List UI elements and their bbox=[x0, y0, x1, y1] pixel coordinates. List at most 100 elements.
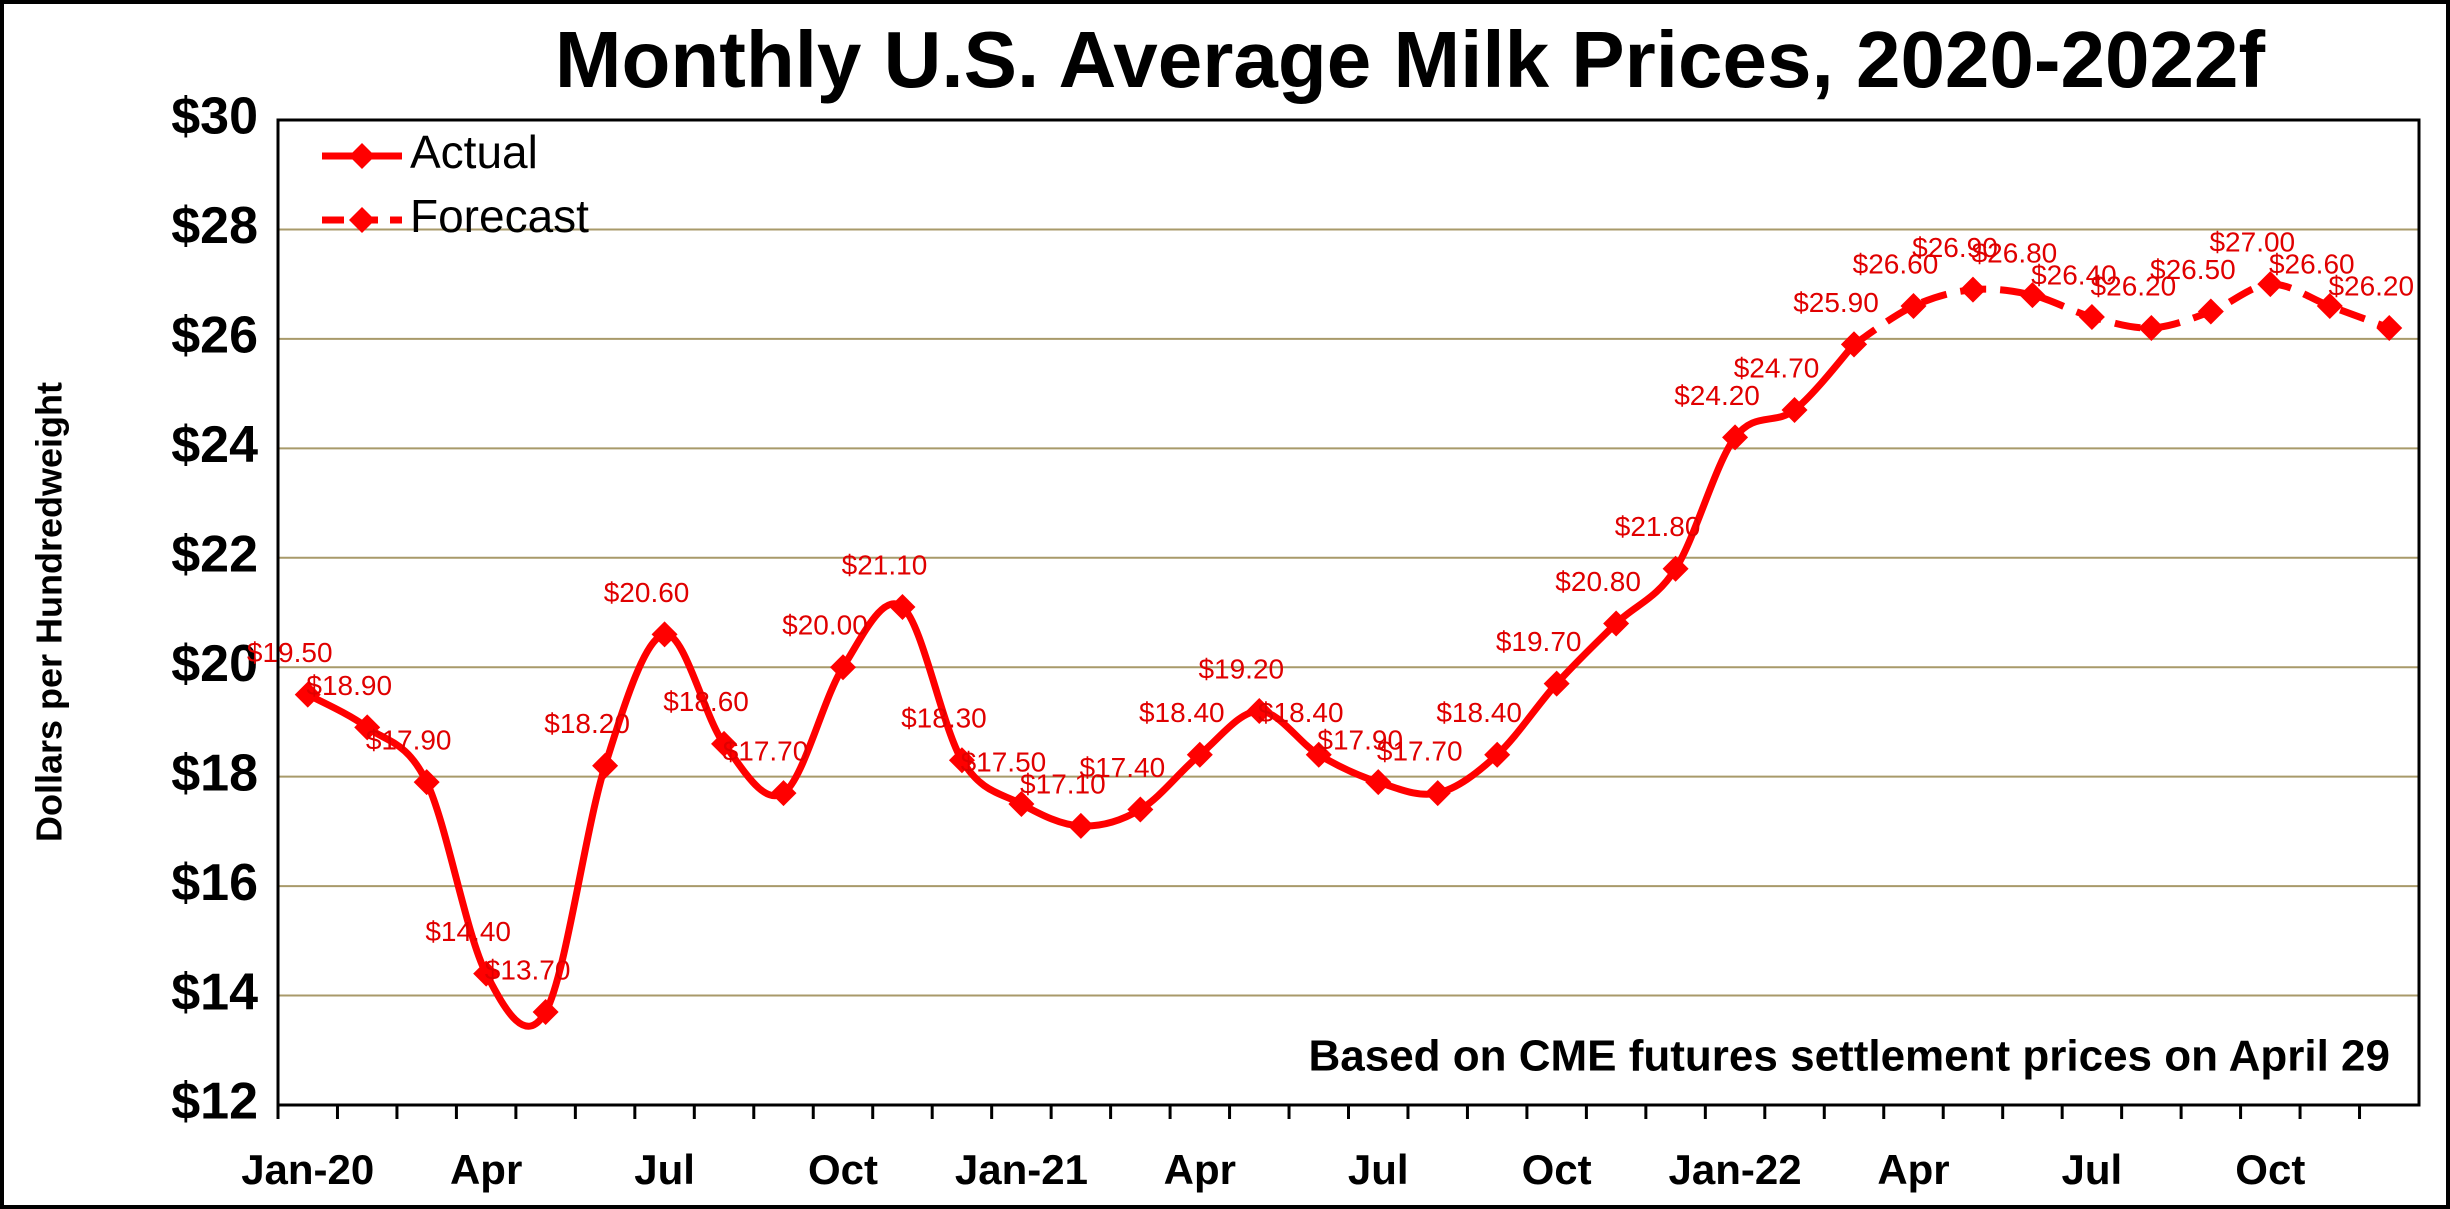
data-label: $17.90 bbox=[366, 725, 452, 756]
marker bbox=[1900, 293, 1927, 320]
data-label: $19.20 bbox=[1198, 653, 1284, 684]
marker bbox=[1008, 791, 1035, 818]
data-label: $26.60 bbox=[1853, 248, 1939, 279]
data-label: $21.80 bbox=[1615, 511, 1701, 542]
x-tick-label: Jul bbox=[2062, 1146, 2123, 1193]
marker bbox=[1722, 424, 1749, 451]
marker bbox=[2019, 282, 2046, 309]
data-label: $26.90 bbox=[1912, 232, 1998, 263]
data-label: $17.10 bbox=[1020, 768, 1106, 799]
data-label: $27.00 bbox=[2209, 227, 2295, 258]
marker bbox=[1662, 555, 1689, 582]
chart-title: Monthly U.S. Average Milk Prices, 2020-2… bbox=[555, 15, 2266, 104]
data-label: $25.90 bbox=[1793, 287, 1879, 318]
marker bbox=[1365, 769, 1392, 796]
x-tick-label: Jul bbox=[1348, 1146, 1409, 1193]
data-label: $18.40 bbox=[1139, 697, 1225, 728]
data-label: $17.70 bbox=[723, 735, 809, 766]
x-tick-label: Oct bbox=[808, 1146, 878, 1193]
marker bbox=[1067, 812, 1094, 839]
data-label: $20.80 bbox=[1555, 566, 1641, 597]
y-tick-label: $16 bbox=[171, 854, 258, 912]
marker bbox=[829, 654, 856, 681]
data-label: $24.20 bbox=[1674, 380, 1760, 411]
marker bbox=[2257, 271, 2284, 298]
marker bbox=[1841, 331, 1868, 358]
y-tick-label: $28 bbox=[171, 197, 258, 255]
data-label: $19.70 bbox=[1496, 626, 1582, 657]
marker bbox=[889, 594, 916, 621]
data-label: $26.20 bbox=[2328, 270, 2414, 301]
data-label: $26.80 bbox=[1972, 238, 2058, 269]
marker bbox=[1127, 796, 1154, 823]
marker bbox=[413, 769, 440, 796]
marker bbox=[1305, 741, 1332, 768]
y-axis-label: Dollars per Hundredweight bbox=[29, 382, 70, 842]
data-label: $26.50 bbox=[2150, 254, 2236, 285]
data-label: $17.70 bbox=[1377, 735, 1463, 766]
data-label: $20.60 bbox=[604, 577, 690, 608]
data-label: $18.20 bbox=[544, 708, 630, 739]
marker bbox=[1424, 780, 1451, 807]
x-tick-label: Jan-21 bbox=[955, 1146, 1088, 1193]
legend-marker bbox=[349, 207, 375, 233]
data-label: $18.40 bbox=[1436, 697, 1522, 728]
marker bbox=[1186, 741, 1213, 768]
data-label: $17.40 bbox=[1080, 752, 1166, 783]
marker bbox=[1246, 698, 1273, 724]
marker bbox=[2078, 304, 2105, 330]
data-label: $26.20 bbox=[2091, 270, 2177, 301]
x-tick-label: Apr bbox=[450, 1146, 522, 1193]
y-tick-label: $20 bbox=[171, 635, 258, 693]
marker bbox=[770, 780, 797, 807]
x-tick-label: Apr bbox=[1877, 1146, 1949, 1193]
marker bbox=[1959, 276, 1986, 303]
x-tick-label: Jul bbox=[634, 1146, 695, 1193]
legend-label: Forecast bbox=[410, 190, 589, 242]
y-tick-label: $12 bbox=[171, 1073, 258, 1131]
legend-marker bbox=[349, 143, 375, 169]
annotation: Based on CME futures settlement prices o… bbox=[1308, 1032, 2390, 1081]
marker bbox=[948, 747, 975, 774]
marker bbox=[532, 998, 559, 1025]
marker bbox=[1603, 610, 1630, 637]
data-label: $14.40 bbox=[425, 916, 511, 947]
data-label: $21.10 bbox=[842, 549, 928, 580]
x-tick-label: Apr bbox=[1164, 1146, 1236, 1193]
x-tick-label: Oct bbox=[1522, 1146, 1592, 1193]
y-tick-label: $30 bbox=[171, 88, 258, 146]
marker bbox=[651, 621, 678, 648]
data-label: $13.70 bbox=[485, 954, 571, 985]
data-label: $18.30 bbox=[901, 703, 987, 734]
marker bbox=[711, 730, 738, 757]
series-line bbox=[1852, 280, 2391, 348]
marker bbox=[1781, 397, 1808, 424]
x-tick-label: Oct bbox=[2235, 1146, 2305, 1193]
y-tick-label: $22 bbox=[171, 526, 258, 584]
marker bbox=[473, 960, 500, 987]
data-label: $19.50 bbox=[247, 637, 333, 668]
y-tick-label: $26 bbox=[171, 307, 258, 365]
data-label: $18.90 bbox=[306, 670, 392, 701]
marker bbox=[1543, 670, 1570, 697]
y-tick-label: $24 bbox=[171, 416, 258, 474]
data-label: $26.40 bbox=[2031, 259, 2117, 290]
y-tick-label: $18 bbox=[171, 744, 258, 802]
marker bbox=[2316, 293, 2343, 320]
marker bbox=[1484, 741, 1511, 768]
data-label: $20.00 bbox=[782, 610, 868, 641]
x-tick-label: Jan-22 bbox=[1669, 1146, 1802, 1193]
marker bbox=[2376, 314, 2403, 341]
legend-label: Actual bbox=[410, 126, 538, 178]
marker bbox=[2138, 314, 2165, 341]
marker bbox=[2197, 298, 2224, 325]
data-label: $18.60 bbox=[663, 686, 749, 717]
y-tick-label: $14 bbox=[171, 963, 258, 1021]
data-label: $17.50 bbox=[961, 746, 1047, 777]
data-label: $17.90 bbox=[1317, 725, 1403, 756]
data-label: $18.40 bbox=[1258, 697, 1344, 728]
x-tick-label: Jan-20 bbox=[241, 1146, 374, 1193]
data-label: $26.60 bbox=[2269, 248, 2355, 279]
